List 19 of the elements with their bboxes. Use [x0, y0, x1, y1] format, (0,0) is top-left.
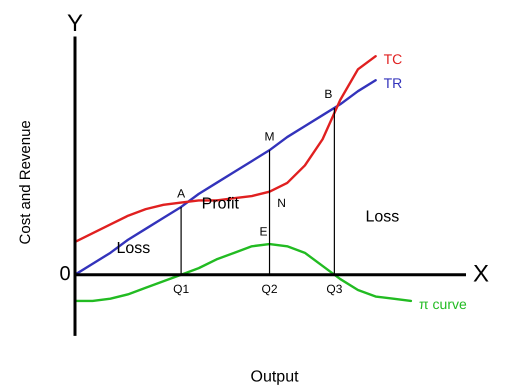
- text: Y: [66, 10, 84, 38]
- annotation: Profit: [202, 196, 240, 213]
- annotation: E: [260, 224, 268, 238]
- annotation: Loss: [116, 240, 150, 258]
- annotation: 0: [59, 263, 71, 286]
- annotation: A: [177, 186, 186, 200]
- series-label: TC: [384, 51, 402, 68]
- x-axis-title: Output: [250, 368, 300, 386]
- annotation: M: [264, 129, 275, 144]
- annotation: B: [324, 87, 332, 102]
- annotation: N: [277, 196, 286, 210]
- annotation: Q1: [173, 282, 190, 296]
- series-label: π curve: [419, 296, 467, 312]
- annotation: Loss: [365, 208, 400, 226]
- y-axis-title: Cost and Revenue: [17, 120, 34, 244]
- text: X: [472, 260, 490, 288]
- series-label: TR: [384, 75, 402, 92]
- annotation: Q2: [262, 282, 278, 296]
- annotation: Q3: [326, 282, 343, 296]
